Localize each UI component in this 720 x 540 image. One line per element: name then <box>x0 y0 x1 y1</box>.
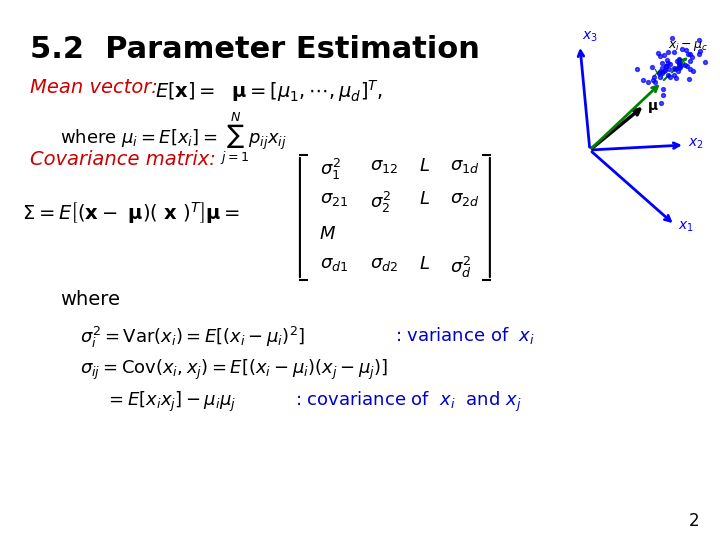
Point <box>664 59 675 68</box>
Point <box>657 91 668 99</box>
Point <box>674 63 685 71</box>
Text: 5.2  Parameter Estimation: 5.2 Parameter Estimation <box>30 35 480 64</box>
Text: $x_i$: $x_i$ <box>652 68 665 83</box>
Point <box>662 59 673 68</box>
Text: $x_1$: $x_1$ <box>678 220 693 234</box>
Point <box>669 65 680 73</box>
Text: $x_i-\mu_c$: $x_i-\mu_c$ <box>668 39 708 53</box>
Text: where $\mu_i = E\left[x_i\right]=\sum_{j=1}^{N} p_{ij} x_{ij}$: where $\mu_i = E\left[x_i\right]=\sum_{j… <box>60 110 287 167</box>
Text: $= E[x_i x_j] - \mu_i \mu_j$: $= E[x_i x_j] - \mu_i \mu_j$ <box>105 390 236 414</box>
Text: Covariance matrix:: Covariance matrix: <box>30 150 216 169</box>
Text: $\sigma_{2d}$: $\sigma_{2d}$ <box>450 190 480 208</box>
Point <box>673 61 685 70</box>
Point <box>660 62 672 70</box>
Point <box>649 78 661 86</box>
Text: $\sigma_{d2}$: $\sigma_{d2}$ <box>370 255 398 273</box>
Text: $\Sigma = E\left[(\mathbf{x}-\ \mathbf{\mu})(\mathbf{\ x}\ )^T\right]\mathbf{\mu: $\Sigma = E\left[(\mathbf{x}-\ \mathbf{\… <box>22 200 240 226</box>
Point <box>668 64 680 72</box>
Point <box>662 48 674 56</box>
Point <box>673 59 685 68</box>
Point <box>699 57 711 66</box>
Text: $\sigma_{12}$: $\sigma_{12}$ <box>370 157 398 175</box>
Point <box>673 64 685 73</box>
Point <box>662 71 674 79</box>
Text: : variance of  $x_i$: : variance of $x_i$ <box>395 325 535 346</box>
Text: $x_3$: $x_3$ <box>582 30 598 44</box>
Text: where: where <box>60 290 120 309</box>
Text: Mean vector:: Mean vector: <box>30 78 158 97</box>
Point <box>647 76 658 84</box>
Point <box>668 70 680 79</box>
Point <box>694 47 706 56</box>
Point <box>682 50 693 58</box>
Point <box>642 77 654 86</box>
Point <box>671 56 683 65</box>
Point <box>693 36 705 44</box>
Point <box>670 73 682 82</box>
Point <box>680 62 692 70</box>
Point <box>656 69 667 77</box>
Point <box>685 50 696 58</box>
Text: 2: 2 <box>689 512 700 530</box>
Point <box>656 64 667 72</box>
Point <box>662 56 673 64</box>
Point <box>657 84 669 93</box>
Text: $\sigma_{d1}$: $\sigma_{d1}$ <box>320 255 348 273</box>
Point <box>668 48 680 57</box>
Text: : covariance of  $x_i$  and $x_j$: : covariance of $x_i$ and $x_j$ <box>295 390 521 414</box>
Point <box>653 69 665 78</box>
Text: $\sigma_{21}$: $\sigma_{21}$ <box>320 190 348 208</box>
Point <box>665 72 676 81</box>
Point <box>680 45 692 54</box>
Point <box>659 51 670 60</box>
Point <box>693 49 704 58</box>
Point <box>647 63 658 72</box>
Point <box>684 57 696 65</box>
Point <box>652 49 664 57</box>
Text: L: L <box>420 157 430 175</box>
Point <box>654 73 666 82</box>
Point <box>673 56 685 64</box>
Point <box>660 65 671 74</box>
Point <box>685 64 696 73</box>
Point <box>675 60 687 69</box>
Text: $\mathbf{\mu}$: $\mathbf{\mu}$ <box>647 100 659 115</box>
Text: $x_2$: $x_2$ <box>688 137 703 151</box>
Text: M: M <box>320 225 336 243</box>
Point <box>654 68 666 77</box>
Point <box>654 51 665 60</box>
Point <box>631 64 643 73</box>
Point <box>660 62 672 70</box>
Point <box>679 60 690 69</box>
Text: $\sigma_i^2 = \mathrm{Var}(x_i) = E[(x_i - \mu_i)^2]$: $\sigma_i^2 = \mathrm{Var}(x_i) = E[(x_i… <box>80 325 305 350</box>
Text: L: L <box>420 190 430 208</box>
Text: $\sigma_{ij} = \mathrm{Cov}(x_i, x_j) = E[(x_i-\mu_i)(x_j-\mu_j)]$: $\sigma_{ij} = \mathrm{Cov}(x_i, x_j) = … <box>80 358 388 382</box>
Text: $\sigma_1^2$: $\sigma_1^2$ <box>320 157 341 182</box>
Point <box>656 59 667 68</box>
Point <box>684 75 696 83</box>
Point <box>637 76 649 85</box>
Text: $\sigma_{1d}$: $\sigma_{1d}$ <box>450 157 480 175</box>
Point <box>648 72 660 81</box>
Point <box>688 66 699 75</box>
Text: $\sigma_d^2$: $\sigma_d^2$ <box>450 255 472 280</box>
Text: $E\left[\mathbf{x}\right]=$  $\mathbf{\mu}=\left[\mu_1,\cdots,\mu_d\right]^T,$: $E\left[\mathbf{x}\right]=$ $\mathbf{\mu… <box>155 78 383 104</box>
Point <box>676 45 688 53</box>
Text: L: L <box>420 255 430 273</box>
Point <box>655 99 667 107</box>
Point <box>686 53 698 62</box>
Point <box>658 66 670 75</box>
Point <box>663 64 675 73</box>
Point <box>666 34 678 43</box>
Text: $\sigma_2^2$: $\sigma_2^2$ <box>370 190 391 215</box>
Point <box>672 67 684 76</box>
Point <box>673 55 685 63</box>
